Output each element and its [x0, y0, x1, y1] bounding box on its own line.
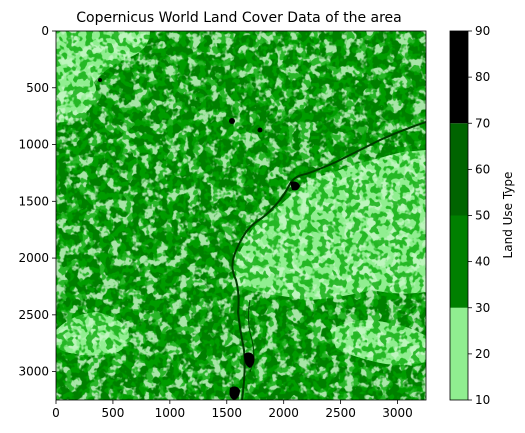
x-tick-label: 3000	[382, 406, 413, 420]
map-dark-patch	[229, 118, 235, 124]
y-tick-label: 3000	[18, 365, 49, 379]
map-dark-patch	[290, 181, 300, 191]
map-dark-patch	[257, 127, 263, 133]
colorbar-axis: 10 20 30 40 50 60 70 80 90	[468, 24, 490, 407]
colorbar-tick-label: 90	[475, 24, 490, 38]
colorbar-tick-label: 40	[475, 255, 490, 269]
land-cover-map	[56, 31, 426, 400]
y-tick-label: 2000	[18, 251, 49, 265]
x-tick-label: 0	[52, 406, 60, 420]
colorbar-band	[450, 123, 468, 216]
colorbar-band	[450, 31, 468, 124]
map-river	[231, 121, 426, 400]
colorbar-tick-label: 80	[475, 70, 490, 84]
y-axis: 0 500 1000 1500 2000 2500 3000	[18, 24, 56, 379]
colorbar-band	[450, 307, 468, 400]
y-tick-label: 1000	[18, 138, 49, 152]
x-tick-label: 2500	[325, 406, 356, 420]
map-texture-dark	[56, 31, 426, 400]
x-axis: 0 500 1000 1500 2000 2500 3000	[52, 400, 413, 420]
x-tick-label: 1000	[155, 406, 186, 420]
colorbar-tick-label: 20	[475, 347, 490, 361]
y-tick-label: 2500	[18, 308, 49, 322]
colorbar-tick-label: 70	[475, 116, 490, 130]
x-tick-label: 2000	[268, 406, 299, 420]
map-dark-patch	[229, 386, 240, 400]
chart-title: Copernicus World Land Cover Data of the …	[76, 10, 402, 26]
map-dark-patch	[244, 352, 255, 368]
colorbar-tick-label: 10	[475, 393, 490, 407]
colorbar	[450, 31, 468, 400]
y-tick-label: 500	[26, 81, 49, 95]
colorbar-tick-label: 30	[475, 301, 490, 315]
y-tick-label: 0	[41, 24, 49, 38]
map-dark-patch	[98, 78, 102, 82]
colorbar-tick-label: 60	[475, 162, 490, 176]
plot-frame	[55, 30, 427, 401]
colorbar-band	[450, 215, 468, 308]
x-tick-label: 1500	[211, 406, 242, 420]
colorbar-tick-label: 50	[475, 209, 490, 223]
x-tick-label: 500	[101, 406, 124, 420]
colorbar-label: Land Use Type	[501, 172, 515, 259]
y-tick-label: 1500	[18, 194, 49, 208]
